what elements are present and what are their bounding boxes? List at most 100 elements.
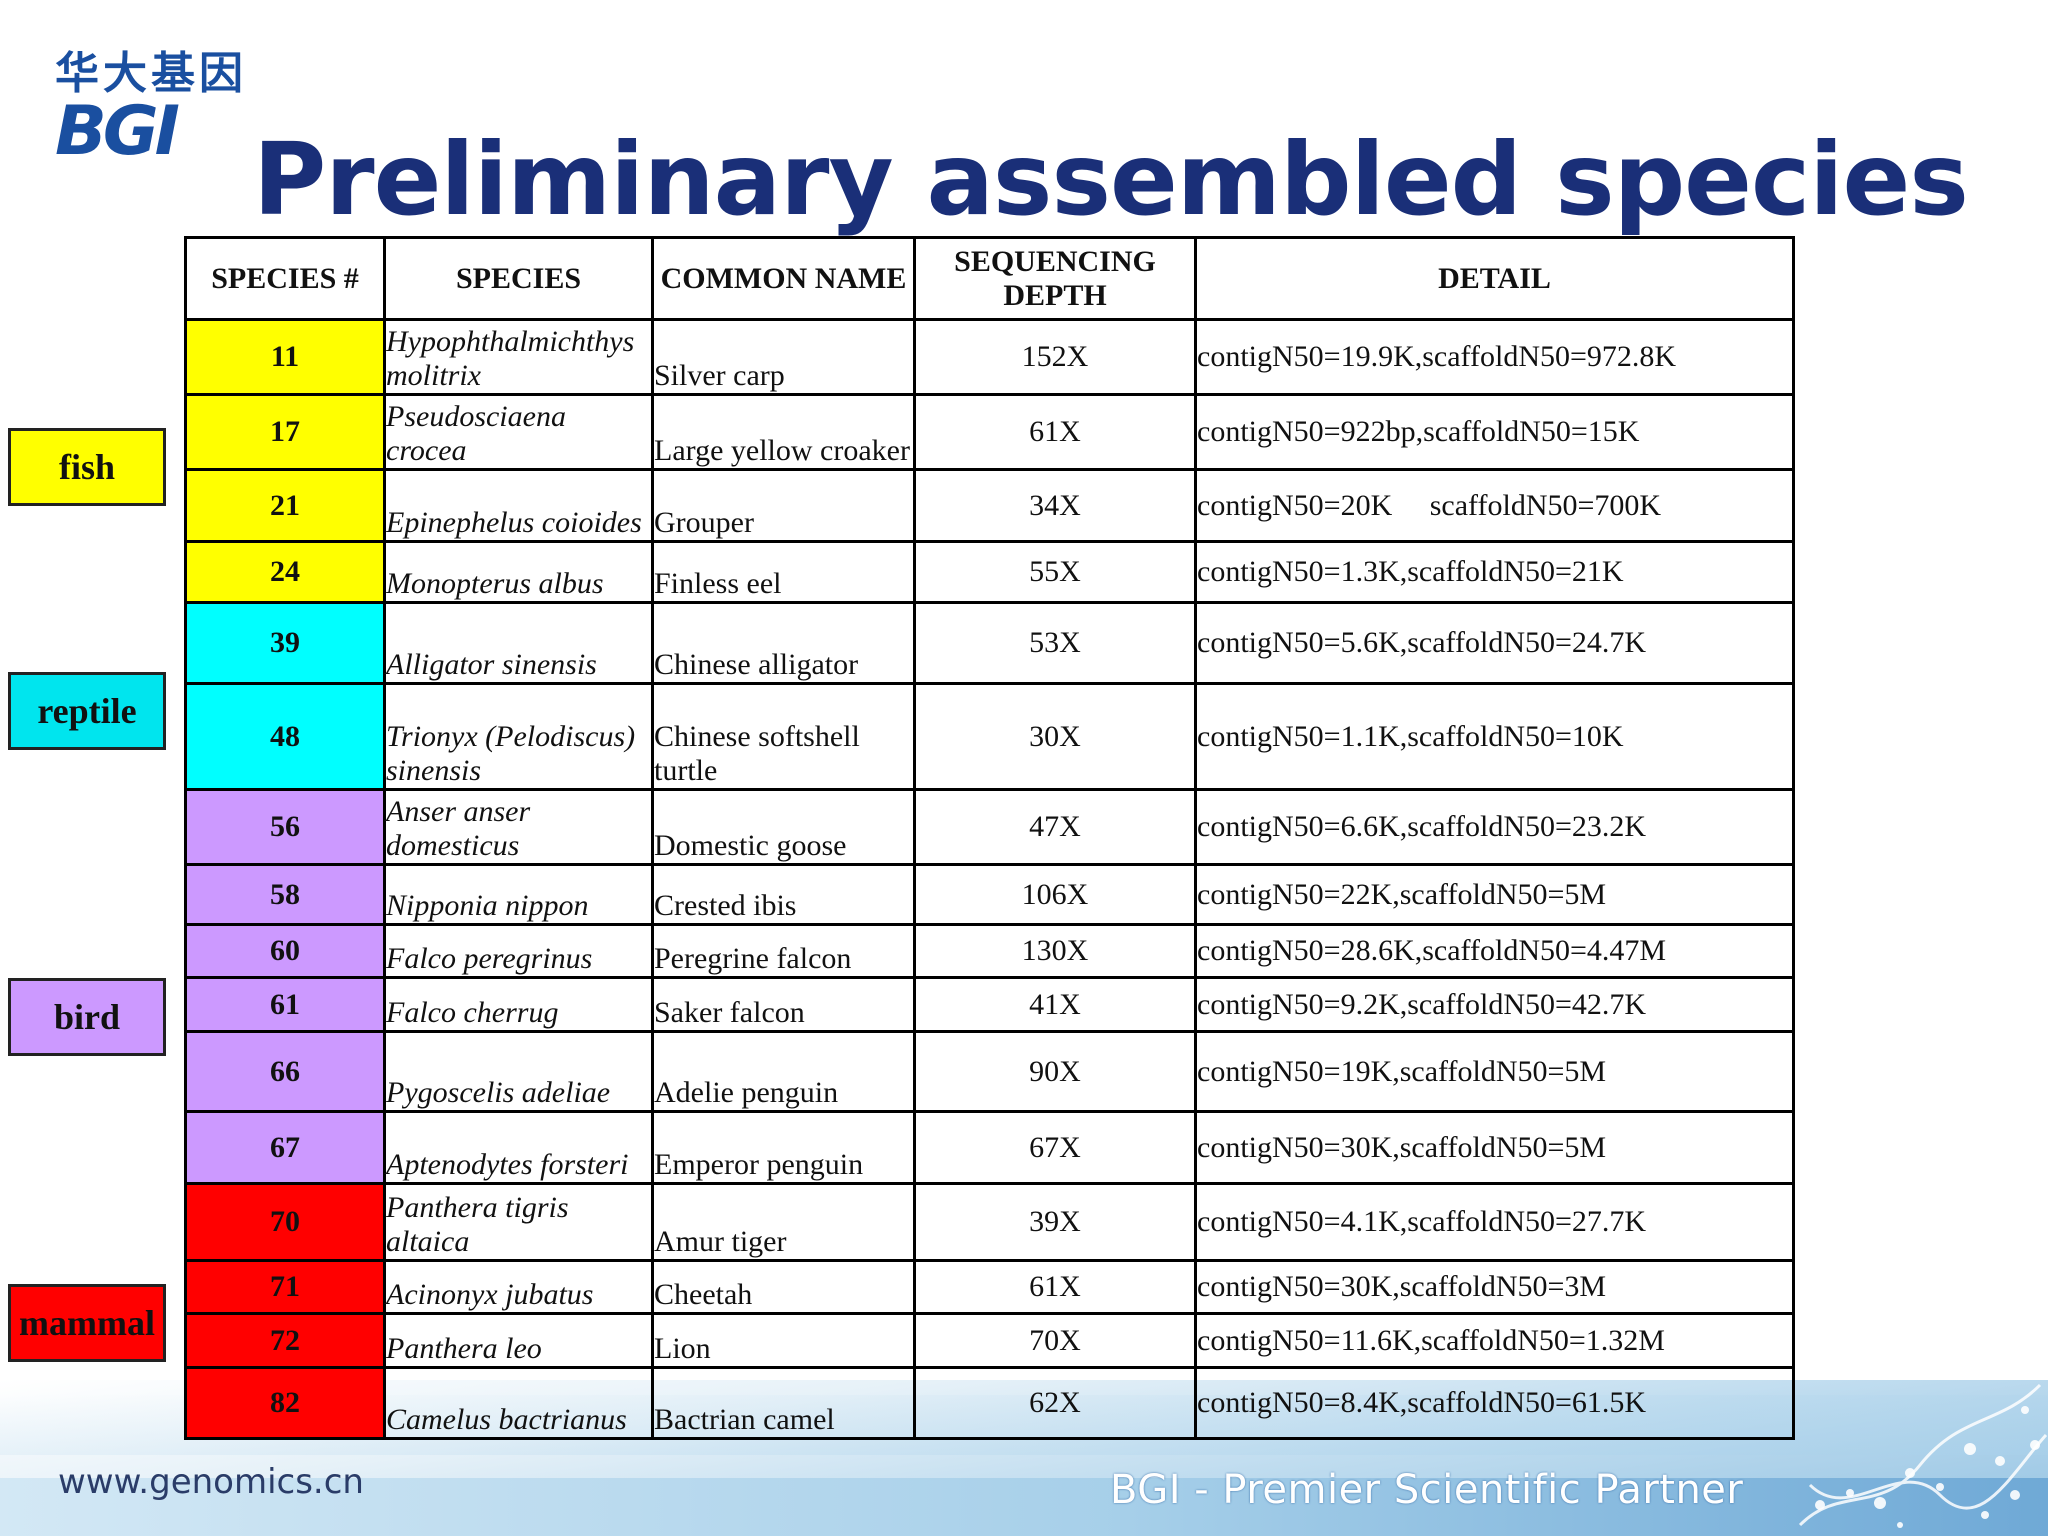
detail-cell: contigN50=5.6K,scaffoldN50=24.7K [1194, 601, 1795, 685]
sequencing-depth-cell: 130X [913, 923, 1197, 979]
group-label-mammal: mammal [8, 1284, 166, 1362]
common-name-cell: Lion [651, 1312, 916, 1369]
species-number-cell: 48 [184, 682, 386, 791]
detail-cell: contigN50=30K,scaffoldN50=5M [1194, 1110, 1795, 1185]
table-row: 17 Pseudosciaena crocea Large yellow croak… [184, 393, 1795, 471]
detail-cell: contigN50=6.6K,scaffoldN50=23.2K [1194, 788, 1795, 866]
sequencing-depth-cell: 39X [913, 1182, 1197, 1262]
detail-cell: contigN50=4.1K,scaffoldN50=27.7K [1194, 1182, 1795, 1262]
species-number-cell: 17 [184, 393, 386, 471]
sequencing-depth-cell: 90X [913, 1030, 1197, 1113]
species-number-cell: 39 [184, 601, 386, 685]
species-number-cell: 71 [184, 1259, 386, 1315]
table-row: 56 Anser anser domesticus Domestic goose 47… [184, 788, 1795, 866]
species-name-cell: Monopterus albus [383, 540, 654, 604]
header-detail: DETAIL [1194, 236, 1795, 321]
common-name-cell: Adelie penguin [651, 1030, 916, 1113]
common-name-cell: Chinese softshell turtle [651, 682, 916, 791]
species-number-cell: 24 [184, 540, 386, 604]
table-row: 39 Alligator sinensis Chinese alligator 53X… [184, 601, 1795, 685]
detail-cell: contigN50=19K,scaffoldN50=5M [1194, 1030, 1795, 1113]
detail-cell: contigN50=20K scaffoldN50=700K [1194, 468, 1795, 543]
table-row: 24 Monopterus albus Finless eel 55X contigN5… [184, 540, 1795, 604]
common-name-cell: Large yellow croaker [651, 393, 916, 471]
sequencing-depth-cell: 55X [913, 540, 1197, 604]
sequencing-depth-cell: 62X [913, 1366, 1197, 1440]
sequencing-depth-cell: 106X [913, 863, 1197, 926]
detail-cell: contigN50=9.2K,scaffoldN50=42.7K [1194, 976, 1795, 1033]
detail-cell: contigN50=1.1K,scaffoldN50=10K [1194, 682, 1795, 791]
sequencing-depth-cell: 47X [913, 788, 1197, 866]
species-number-cell: 72 [184, 1312, 386, 1369]
species-number-cell: 21 [184, 468, 386, 543]
sequencing-depth-cell: 70X [913, 1312, 1197, 1369]
detail-cell: contigN50=30K,scaffoldN50=3M [1194, 1259, 1795, 1315]
species-number-cell: 60 [184, 923, 386, 979]
footer-tagline: BGI - Premier Scientific Partner [1110, 1467, 1744, 1513]
table-row: 71 Acinonyx jubatus Cheetah 61X contigN50=30… [184, 1259, 1795, 1315]
common-name-cell: Saker falcon [651, 976, 916, 1033]
table-row: 66 Pygoscelis adeliae Adelie penguin 90X con… [184, 1030, 1795, 1113]
group-label-bird: bird [8, 978, 166, 1056]
species-number-cell: 67 [184, 1110, 386, 1185]
common-name-cell: Silver carp [651, 318, 916, 396]
sequencing-depth-cell: 61X [913, 393, 1197, 471]
common-name-cell: Cheetah [651, 1259, 916, 1315]
common-name-cell: Emperor penguin [651, 1110, 916, 1185]
table-row: 70 Panthera tigris altaica Amur tiger 39X co… [184, 1182, 1795, 1262]
table-row: 11 Hypophthalmichthys molitrix Silver carp… [184, 318, 1795, 396]
species-number-cell: 70 [184, 1182, 386, 1262]
species-number-cell: 56 [184, 788, 386, 866]
sequencing-depth-cell: 53X [913, 601, 1197, 685]
footer-url: www.genomics.cn [58, 1462, 364, 1502]
detail-cell: contigN50=22K,scaffoldN50=5M [1194, 863, 1795, 926]
sequencing-depth-cell: 61X [913, 1259, 1197, 1315]
table-row: 58 Nipponia nippon Crested ibis 106X contigN… [184, 863, 1795, 926]
species-name-cell: Panthera tigris altaica [383, 1182, 654, 1262]
group-label-reptile: reptile [8, 672, 166, 750]
detail-cell: contigN50=922bp,scaffoldN50=15K [1194, 393, 1795, 471]
detail-cell: contigN50=8.4K,scaffoldN50=61.5K [1194, 1366, 1795, 1440]
page-title: Preliminary assembled species [253, 121, 1969, 238]
common-name-cell: Crested ibis [651, 863, 916, 926]
sequencing-depth-cell: 67X [913, 1110, 1197, 1185]
species-name-cell: Camelus bactrianus [383, 1366, 654, 1440]
common-name-cell: Grouper [651, 468, 916, 543]
sequencing-depth-cell: 30X [913, 682, 1197, 791]
species-name-cell: Acinonyx jubatus [383, 1259, 654, 1315]
common-name-cell: Finless eel [651, 540, 916, 604]
sequencing-depth-cell: 41X [913, 976, 1197, 1033]
species-name-cell: Pseudosciaena crocea [383, 393, 654, 471]
sequencing-depth-cell: 34X [913, 468, 1197, 543]
table-row: 48 Trionyx (Pelodiscus) sinensis Chinese s… [184, 682, 1795, 791]
table-row: 60 Falco peregrinus Peregrine falcon 130X co… [184, 923, 1795, 979]
table-header-row: SPECIES # SPECIES COMMON NAME SEQUENCING… [184, 236, 1795, 321]
species-name-cell: Trionyx (Pelodiscus) sinensis [383, 682, 654, 791]
common-name-cell: Amur tiger [651, 1182, 916, 1262]
species-name-cell: Aptenodytes forsteri [383, 1110, 654, 1185]
species-name-cell: Pygoscelis adeliae [383, 1030, 654, 1113]
header-common-name: COMMON NAME [651, 236, 916, 321]
species-name-cell: Anser anser domesticus [383, 788, 654, 866]
table-row: 21 Epinephelus coioides Grouper 34X contigN5… [184, 468, 1795, 543]
dna-graphic-icon [1798, 1383, 2048, 1528]
species-name-cell: Epinephelus coioides [383, 468, 654, 543]
header-species-number: SPECIES # [184, 236, 386, 321]
detail-cell: contigN50=28.6K,scaffoldN50=4.47M [1194, 923, 1795, 979]
table-row: 72 Panthera leo Lion 70X contigN50=11.6K,sca… [184, 1312, 1795, 1369]
common-name-cell: Peregrine falcon [651, 923, 916, 979]
table-row: 61 Falco cherrug Saker falcon 41X contigN50=… [184, 976, 1795, 1033]
bgi-logo: 华大基因 BGI [55, 48, 295, 168]
species-name-cell: Panthera leo [383, 1312, 654, 1369]
species-name-cell: Hypophthalmichthys molitrix [383, 318, 654, 396]
detail-cell: contigN50=1.3K,scaffoldN50=21K [1194, 540, 1795, 604]
species-number-cell: 82 [184, 1366, 386, 1440]
detail-cell: contigN50=19.9K,scaffoldN50=972.8K [1194, 318, 1795, 396]
logo-chinese-text: 华大基因 [55, 48, 247, 99]
species-name-cell: Alligator sinensis [383, 601, 654, 685]
species-number-cell: 66 [184, 1030, 386, 1113]
common-name-cell: Bactrian camel [651, 1366, 916, 1440]
logo-english-text: BGI [55, 92, 180, 171]
sequencing-depth-cell: 152X [913, 318, 1197, 396]
common-name-cell: Domestic goose [651, 788, 916, 866]
